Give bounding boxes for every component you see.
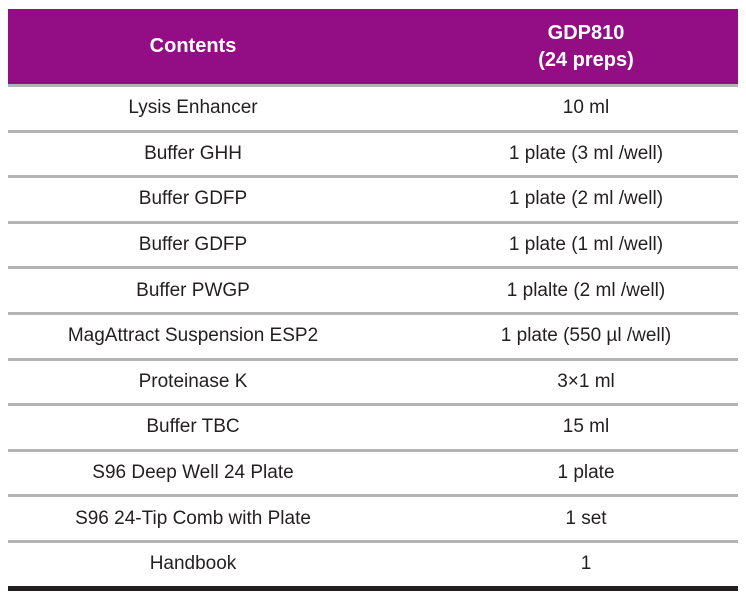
cell-amount: 1 plate	[557, 462, 615, 484]
table-row: Handbook 1	[8, 539, 738, 586]
cell-contents: Lysis Enhancer	[128, 97, 258, 119]
cell-contents: Buffer GDFP	[138, 234, 248, 256]
cell-amount: 1 plalte (2 ml /well)	[506, 279, 666, 301]
table-row: Proteinase K 3×1 ml	[8, 357, 738, 404]
cell-contents: Buffer TBC	[146, 416, 240, 438]
table-row: Buffer PWGP 1 plalte (2 ml /well)	[8, 266, 738, 312]
table-row: Buffer GDFP 1 plate (2 ml /well)	[8, 175, 738, 221]
cell-amount: 10 ml	[562, 97, 610, 119]
cell-contents: S96 24-Tip Comb with Plate	[75, 507, 311, 529]
table-row: Buffer GHH 1 plate (3 ml /well)	[8, 129, 738, 176]
header-cell-contents: Contents	[149, 35, 237, 57]
table-row: Lysis Enhancer 10 ml	[8, 84, 738, 130]
cell-contents: Handbook	[149, 553, 237, 575]
cell-amount: 3×1 ml	[557, 370, 615, 392]
cell-contents: Buffer GDFP	[138, 188, 248, 210]
table-row: S96 Deep Well 24 Plate 1 plate	[8, 448, 738, 495]
cell-amount: 1	[580, 553, 592, 575]
cell-amount: 1 plate (2 ml /well)	[508, 188, 664, 210]
cell-amount: 1 set	[565, 507, 607, 529]
cell-amount: 15 ml	[562, 416, 610, 438]
table-row: MagAttract Suspension ESP2 1 plate (550 …	[8, 311, 738, 358]
kit-contents-table: Contents GDP810 (24 preps) Lysis Enhance…	[8, 9, 738, 591]
table-row: S96 24-Tip Comb with Plate 1 set	[8, 494, 738, 540]
header-cell-kit: GDP810 (24 preps)	[434, 20, 738, 74]
table-row: Buffer GDFP 1 plate (1 ml /well)	[8, 220, 738, 267]
kit-name: GDP810	[547, 21, 625, 44]
cell-contents: S96 Deep Well 24 Plate	[92, 462, 294, 484]
cell-contents: Proteinase K	[138, 370, 248, 392]
cell-contents: Buffer PWGP	[136, 279, 250, 301]
cell-contents: MagAttract Suspension ESP2	[67, 325, 319, 347]
cell-amount: 1 plate (1 ml /well)	[508, 234, 664, 256]
cell-amount: 1 plate (550 µl /well)	[500, 325, 672, 347]
kit-preps: (24 preps)	[538, 48, 634, 71]
table-row: Buffer TBC 15 ml	[8, 403, 738, 449]
cell-amount: 1 plate (3 ml /well)	[508, 142, 664, 164]
table-header-row: Contents GDP810 (24 preps)	[8, 9, 738, 84]
cell-contents: Buffer GHH	[144, 142, 242, 164]
